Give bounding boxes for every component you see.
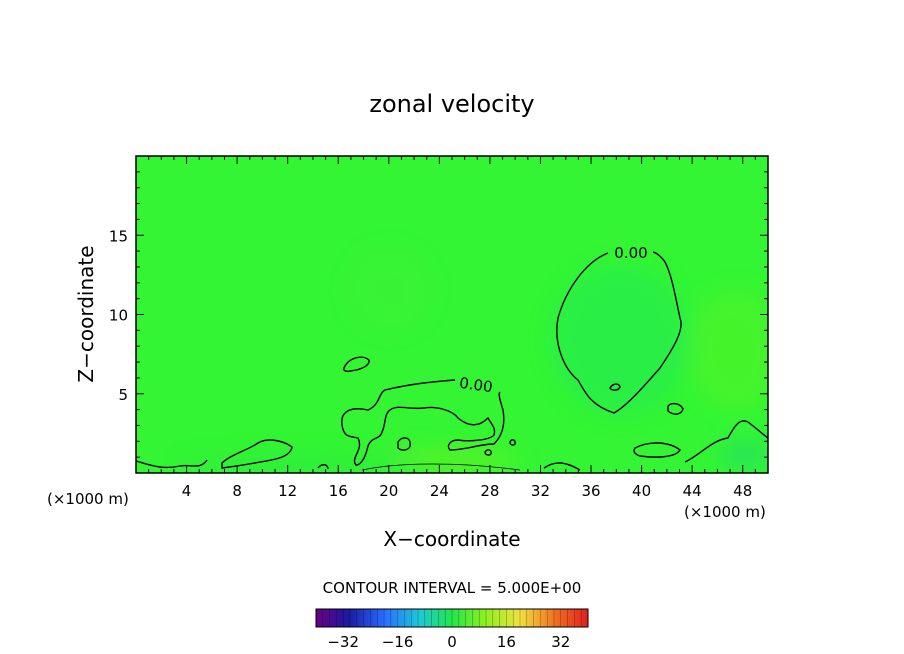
x-tick-label: 24: [430, 482, 449, 500]
y-axis-ticks: 5 10 15: [109, 171, 768, 458]
field-shade: [690, 290, 768, 410]
contour-interval: CONTOUR INTERVAL = 5.000E+00: [323, 579, 582, 597]
heatmap-field: [136, 156, 768, 473]
x-tick-label: 4: [182, 482, 192, 500]
x-tick-label: 8: [232, 482, 242, 500]
y-axis-label: Z−coordinate: [74, 245, 98, 382]
contour-line: [543, 462, 581, 471]
contour-line: [509, 439, 516, 446]
field-shade: [350, 250, 430, 330]
contour-line: [484, 449, 492, 456]
colorbar: [315, 608, 589, 628]
x-tick-label: 16: [329, 482, 348, 500]
x-axis-ticks: 4 8 12 16 20 24 28 32 36 40 44 48: [148, 156, 756, 500]
colorbar-tick-label: 0: [447, 633, 457, 651]
y-tick-label: 15: [109, 227, 128, 245]
contour-line: [343, 356, 370, 372]
field-shade: [720, 440, 768, 470]
colorbar-tick-label: 32: [551, 633, 570, 651]
y-tick-label: 10: [109, 307, 128, 325]
x-tick-label: 12: [278, 482, 297, 500]
contour-line: [609, 383, 621, 391]
contour-label: 0.00: [614, 244, 647, 262]
field-shade: [550, 265, 690, 415]
contour-label-bg: [453, 372, 499, 397]
contour-line: [221, 439, 293, 469]
colorbar-tick-label: −16: [382, 633, 414, 651]
contour-label-bg: [609, 243, 653, 262]
colorbar-stripes: [322, 609, 582, 627]
x-units-right: (×1000 m): [684, 503, 766, 521]
contour-label: 0.00: [458, 374, 494, 396]
x-tick-label: 40: [632, 482, 651, 500]
contour-line: [684, 420, 769, 463]
colorbar-tick-label: −32: [327, 633, 359, 651]
x-tick-label: 32: [531, 482, 550, 500]
x-tick-label: 48: [733, 482, 752, 500]
contour-line: [135, 459, 208, 469]
chart-title: zonal velocity: [369, 90, 534, 118]
contour-line: [633, 442, 681, 458]
colorbar-tick-label: 16: [497, 633, 516, 651]
x-tick-label: 20: [379, 482, 398, 500]
y-tick-label: 5: [118, 386, 128, 404]
x-tick-label: 44: [683, 482, 702, 500]
contour-line: [317, 464, 329, 470]
contour-labels: 0.00 0.00: [453, 243, 653, 397]
contour-line: [341, 379, 505, 466]
x-tick-label: 28: [480, 482, 499, 500]
contour-line: [361, 463, 521, 471]
field-shade: [180, 455, 420, 473]
x-axis-label: X−coordinate: [383, 527, 520, 551]
contour-line: [667, 402, 684, 415]
contour-line: [556, 251, 682, 414]
x-tick-label: 36: [581, 482, 600, 500]
contour-line: [397, 437, 411, 451]
x-units-left: (×1000 m): [47, 490, 129, 508]
colorbar-ticks: −32 −16 0 16 32: [327, 633, 570, 651]
contour-lines: [135, 251, 769, 471]
